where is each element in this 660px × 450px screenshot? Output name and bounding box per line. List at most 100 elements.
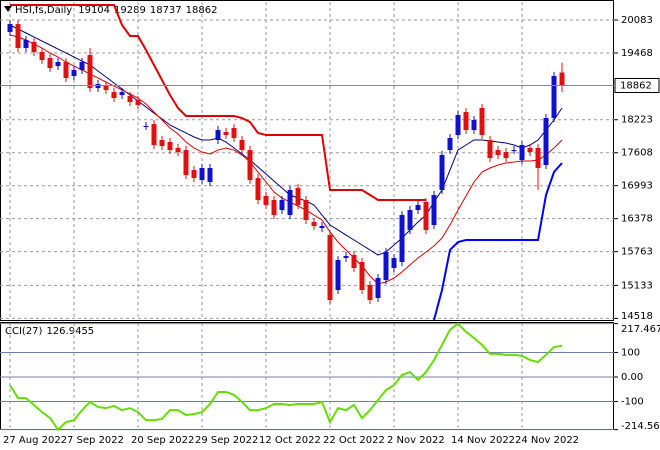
y-tick-label: 20083	[621, 15, 653, 26]
last-open: 19104	[78, 5, 110, 16]
y-tick-label: 17608	[621, 148, 653, 159]
y-tick-label: -214.565	[621, 421, 660, 432]
candle-body	[7, 24, 13, 33]
candle-body	[183, 150, 189, 176]
candle-body	[103, 86, 109, 91]
candle-body	[199, 167, 205, 181]
candle-body	[343, 255, 349, 259]
last-low: 18737	[150, 5, 182, 16]
candle-body	[479, 108, 485, 136]
x-tick-label: 29 Sep 2022	[195, 435, 258, 446]
cci-title: CCI(27) 126.9455	[5, 326, 94, 337]
x-tick-label: 14 Nov 2022	[451, 435, 515, 446]
candle-body	[119, 92, 125, 96]
x-tick-label: 24 Nov 2022	[515, 435, 579, 446]
y-tick-label: -100	[621, 397, 644, 408]
indicator-line	[9, 34, 563, 285]
candle-body	[511, 150, 517, 152]
candle-body	[215, 130, 221, 141]
y-tick-label: 14518	[621, 311, 653, 322]
candle-body	[543, 118, 549, 165]
x-tick-label: 2 Nov 2022	[387, 435, 445, 446]
candle-body	[359, 261, 365, 291]
candle-body	[95, 84, 101, 89]
cci-last: 126.9455	[46, 326, 94, 337]
indicator-line	[10, 4, 426, 202]
candle-body	[463, 112, 469, 131]
candle-body	[439, 155, 445, 191]
candle-body	[127, 95, 133, 102]
x-tick-label: 22 Oct 2022	[323, 435, 385, 446]
candle-body	[527, 147, 533, 153]
y-tick-label: 0.00	[621, 372, 643, 383]
price-label: 18862	[620, 80, 652, 91]
indicator-line	[9, 322, 563, 432]
y-tick-label: 18223	[621, 115, 653, 126]
candle-body	[271, 200, 277, 216]
price-box	[614, 77, 660, 93]
x-tick-label: 27 Aug 2022	[3, 435, 67, 446]
x-tick-label: 12 Oct 2022	[259, 435, 321, 446]
candle-body	[87, 55, 93, 89]
candle-body	[239, 140, 245, 151]
candle-body	[423, 201, 429, 231]
y-tick-label: 100	[621, 347, 640, 358]
candle-body	[327, 235, 333, 301]
candle-body	[63, 61, 69, 79]
candle-body	[15, 24, 21, 49]
y-tick-label: 19468	[621, 48, 653, 59]
candle-body	[79, 61, 85, 71]
candle-body	[519, 144, 525, 161]
candle-body	[247, 150, 253, 181]
main-panel-frame	[0, 0, 614, 321]
candle-body	[471, 120, 477, 131]
symbol: HSI,fs,Daily	[15, 5, 72, 16]
candle-body	[431, 195, 437, 225]
y-tick-label: 15763	[621, 247, 653, 258]
candle-body	[319, 226, 325, 228]
candle-body	[503, 152, 509, 159]
y-tick-label: 15133	[621, 280, 653, 291]
candle-body	[399, 215, 405, 262]
candle-body	[111, 92, 117, 99]
candle-body	[535, 147, 541, 168]
candle-body	[551, 75, 557, 119]
candle-body	[143, 126, 149, 128]
candle-body	[311, 221, 317, 227]
candle-body	[39, 52, 45, 61]
candle-body	[135, 100, 141, 105]
candle-body	[191, 170, 197, 179]
candle-body	[31, 41, 37, 53]
cci-name: CCI(27)	[5, 326, 43, 337]
candle-body	[335, 260, 341, 291]
candle-body	[231, 127, 237, 139]
candle-body	[351, 255, 357, 268]
candle-body	[223, 132, 229, 136]
candle-body	[47, 58, 53, 69]
candle-body	[279, 200, 285, 211]
candle-body	[151, 124, 157, 145]
candle-body	[495, 150, 501, 156]
candle-body	[447, 138, 453, 151]
candle-body	[455, 115, 461, 136]
candle-body	[375, 278, 381, 299]
candle-body	[159, 140, 165, 147]
candle-body	[415, 204, 421, 211]
candle-body	[263, 195, 269, 205]
last-high: 19289	[114, 5, 146, 16]
candle-body	[391, 258, 397, 268]
candle-body	[255, 178, 261, 201]
candle-body	[71, 70, 77, 76]
candle-body	[207, 167, 213, 182]
candle-body	[487, 140, 493, 159]
menu-triangle	[4, 6, 12, 12]
candle-body	[367, 284, 373, 301]
candle-body	[559, 72, 565, 86]
y-tick-label: 16378	[621, 214, 653, 225]
candle-body	[383, 252, 389, 281]
x-tick-label: 20 Sep 2022	[131, 435, 194, 446]
candle-body	[23, 40, 29, 49]
indicator-line	[433, 162, 563, 321]
